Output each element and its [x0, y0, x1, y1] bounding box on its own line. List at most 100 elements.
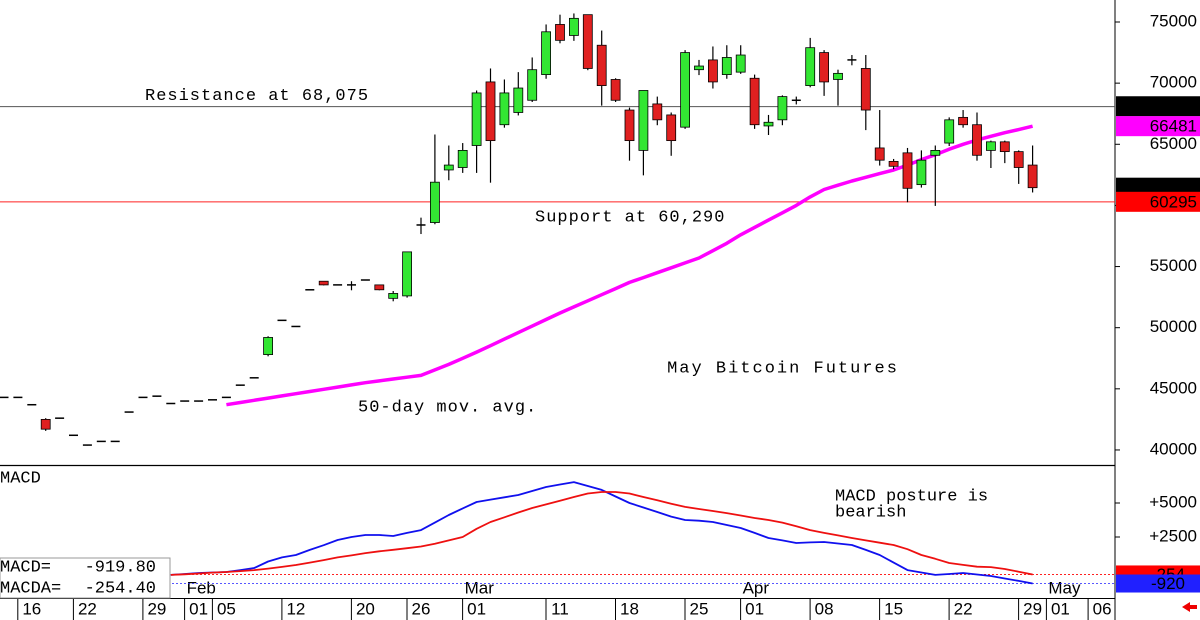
candle-body — [263, 337, 274, 355]
moving-average-label: 50-day mov. avg. — [358, 398, 537, 417]
candle-body — [944, 119, 955, 144]
candle-body — [666, 114, 677, 142]
y-tick-label: 65000 — [1150, 134, 1197, 153]
readout-name: MACDA= — [0, 579, 61, 598]
y-tick-label: +5000 — [1149, 492, 1197, 511]
marker-label: -920 — [1151, 574, 1185, 593]
x-tick-label: 20 — [356, 599, 375, 618]
candle-body — [27, 403, 37, 406]
price-marker-label: 68110 — [1151, 97, 1197, 116]
candle-body — [1013, 151, 1024, 168]
candle-body — [402, 251, 413, 297]
candle-body — [429, 181, 440, 223]
y-tick-label: 55000 — [1150, 256, 1197, 275]
y-tick-label: 50000 — [1150, 317, 1197, 336]
candle-body — [443, 164, 454, 171]
panel-title: MACD — [0, 469, 41, 488]
level-label: Resistance at 68,075 — [145, 87, 369, 106]
candle-body — [374, 284, 385, 291]
x-tick-label: 11 — [551, 599, 569, 618]
moving-average-line — [226, 124, 1034, 407]
x-tick-label: 29 — [1023, 599, 1042, 618]
annotation: bearish — [835, 503, 906, 522]
candle-body — [110, 440, 120, 443]
candle-body — [124, 411, 134, 413]
candle-body — [55, 417, 65, 419]
y-tick-label: 40000 — [1150, 439, 1197, 458]
month-label: May — [1048, 578, 1081, 597]
candle-body — [986, 141, 996, 151]
candle-body — [96, 440, 106, 443]
y-tick-label: 70000 — [1150, 73, 1197, 92]
x-tick-label: 22 — [954, 599, 973, 618]
candle-body — [582, 14, 593, 69]
candle-body — [499, 92, 510, 126]
candle-body — [305, 289, 315, 291]
price-marker-label: 60295 — [1150, 192, 1197, 211]
month-label: Mar — [465, 578, 495, 597]
candle-body — [735, 54, 746, 73]
candle-body — [819, 52, 829, 83]
chart-title: May Bitcoin Futures — [667, 359, 899, 378]
candle-body — [333, 284, 343, 286]
readout-box — [0, 557, 171, 599]
candle-body — [624, 109, 635, 142]
y-tick-label: 75000 — [1150, 11, 1197, 30]
macd-line — [170, 481, 1033, 585]
x-tick-label: 29 — [147, 599, 166, 618]
x-tick-label: 18 — [620, 599, 639, 618]
price-marker — [1116, 191, 1200, 212]
candle-body — [291, 325, 301, 328]
candle-body — [930, 149, 941, 156]
candle-body — [610, 79, 621, 101]
candle-body — [708, 59, 718, 83]
marker-box — [1116, 574, 1200, 593]
candle-body — [763, 121, 774, 127]
x-tick-label: 01 — [189, 599, 208, 618]
macd-line — [170, 491, 1033, 576]
scroll-arrow[interactable] — [1182, 602, 1197, 612]
x-tick-label: 15 — [884, 599, 903, 618]
x-tick-label: 01 — [1051, 599, 1070, 618]
candle-body — [680, 52, 690, 128]
candle-body — [721, 57, 732, 75]
y-tick-label: +2500 — [1149, 526, 1197, 545]
readout-value: -254.40 — [85, 579, 156, 598]
candle-body — [652, 103, 663, 121]
x-tick-label: 05 — [217, 599, 236, 618]
candle-body — [485, 81, 496, 142]
candle-body — [847, 59, 857, 61]
level-label: Support at 60,290 — [535, 208, 725, 227]
x-tick-label: 08 — [815, 599, 834, 618]
candle-body — [138, 396, 148, 399]
candle-body — [208, 399, 217, 401]
x-tick-label: 01 — [745, 599, 764, 618]
candle-body — [902, 152, 913, 189]
candle-body — [694, 65, 704, 71]
month-label: Apr — [743, 578, 770, 597]
annotation: MACD posture is — [835, 487, 988, 506]
candle-body — [416, 224, 426, 226]
candle-body — [888, 160, 899, 167]
candle-body — [180, 400, 190, 402]
candle-body — [638, 90, 649, 151]
readout-value: -919.80 — [85, 558, 156, 577]
candle-body — [569, 17, 579, 36]
x-tick-label: 16 — [22, 599, 41, 618]
price-marker — [1116, 96, 1200, 117]
candle-body — [833, 72, 843, 80]
candle-body — [1027, 164, 1038, 189]
month-label: Feb — [187, 578, 216, 597]
candle-body — [347, 284, 356, 286]
candle-body — [235, 384, 245, 386]
candle-body — [318, 280, 329, 286]
x-tick-label: 06 — [1093, 599, 1112, 618]
candle-body — [13, 396, 23, 399]
candle-body — [360, 279, 370, 281]
y-tick-label: 45000 — [1150, 378, 1197, 397]
candle-body — [82, 444, 92, 446]
x-tick-label: 26 — [412, 599, 431, 618]
candle-body — [0, 396, 9, 399]
